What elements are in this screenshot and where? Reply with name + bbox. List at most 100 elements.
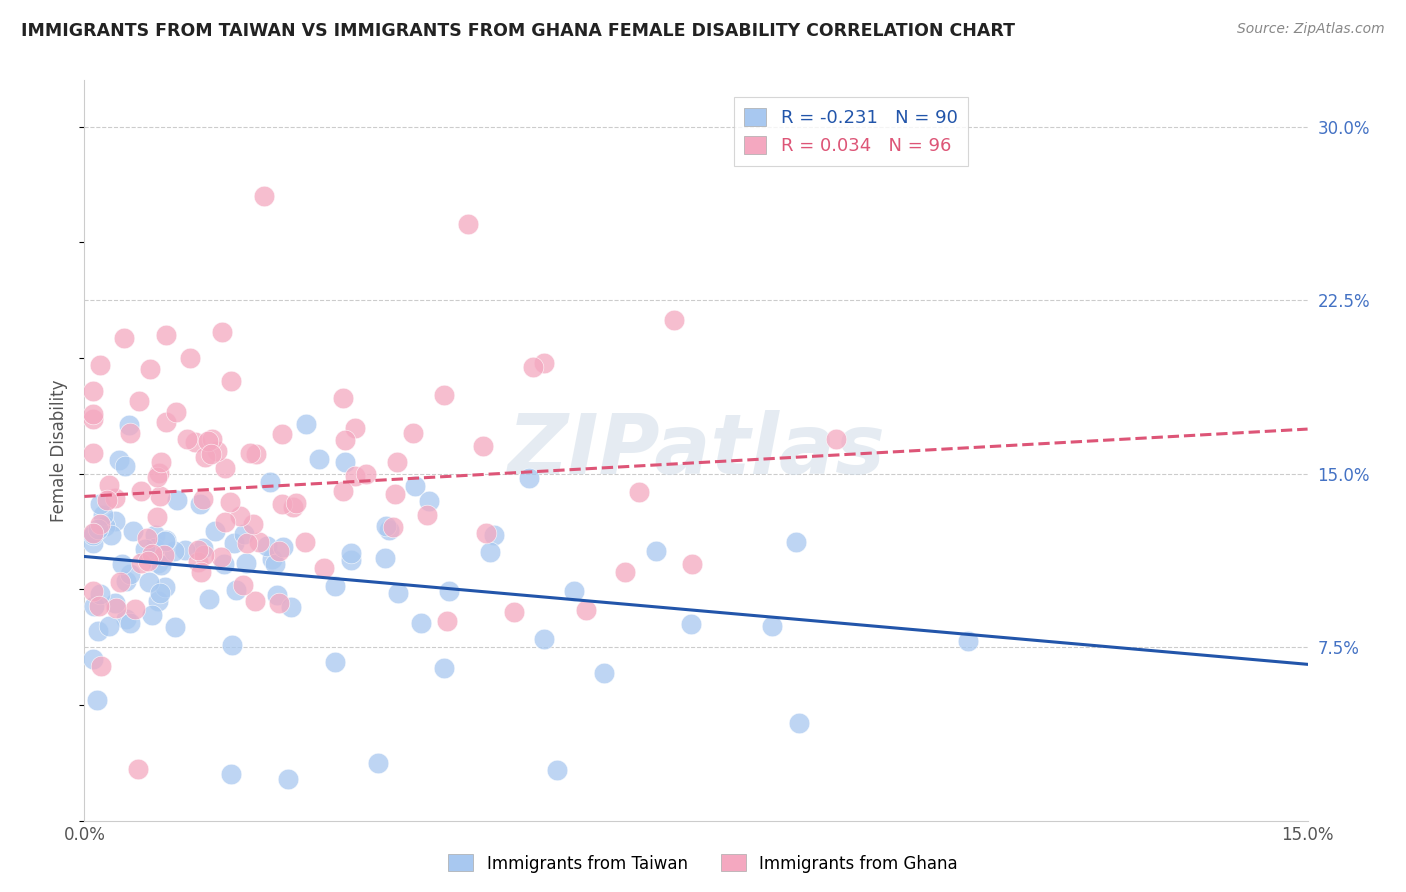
Point (114, 458, 136, 473)
Point (335, 455, 357, 469)
Point (253, 189, 276, 203)
Point (111, 558, 134, 572)
Point (433, 387, 456, 401)
Point (222, 536, 245, 550)
Point (219, 767, 242, 781)
Point (211, 325, 233, 339)
Point (86, 693, 108, 707)
Point (82, 384, 104, 399)
Point (225, 582, 247, 597)
Point (100, 528, 122, 542)
Point (273, 541, 295, 555)
Point (179, 351, 201, 365)
Point (188, 498, 211, 512)
Point (176, 432, 198, 446)
Point (87, 522, 110, 536)
Point (155, 533, 177, 548)
Point (235, 557, 257, 571)
Point (149, 558, 172, 573)
Point (89, 358, 111, 372)
Point (118, 615, 141, 630)
Point (104, 491, 127, 506)
Point (475, 525, 498, 540)
Point (239, 446, 262, 460)
Point (662, 312, 685, 326)
Y-axis label: Female Disability: Female Disability (51, 379, 69, 522)
Point (82, 652, 104, 666)
Point (679, 616, 702, 631)
Point (134, 542, 156, 557)
Point (96, 492, 118, 507)
Point (191, 541, 214, 555)
Point (82, 584, 104, 599)
Point (411, 615, 433, 630)
Point (193, 549, 215, 563)
Point (115, 612, 138, 626)
Point (143, 541, 166, 555)
Point (335, 434, 357, 448)
Point (82, 536, 104, 550)
Legend: Immigrants from Taiwan, Immigrants from Ghana: Immigrants from Taiwan, Immigrants from … (441, 847, 965, 880)
Point (91, 508, 114, 523)
Point (437, 584, 460, 599)
Point (190, 565, 212, 579)
Point (332, 484, 354, 499)
Point (165, 404, 187, 418)
Point (232, 578, 254, 592)
Point (269, 543, 291, 558)
Point (148, 593, 170, 607)
Point (146, 509, 169, 524)
Point (187, 543, 209, 558)
Point (242, 516, 264, 531)
Point (562, 583, 585, 598)
Point (83, 526, 105, 541)
Point (138, 362, 160, 376)
Point (105, 601, 128, 615)
Point (118, 417, 141, 432)
Point (503, 606, 526, 620)
Point (627, 484, 650, 499)
Text: ZIPatlas: ZIPatlas (508, 410, 884, 491)
Point (124, 602, 146, 616)
Point (294, 535, 316, 549)
Point (339, 552, 361, 566)
Point (384, 487, 406, 501)
Point (277, 772, 299, 786)
Point (89, 497, 111, 511)
Point (283, 500, 305, 515)
Point (374, 551, 396, 566)
Point (98, 619, 121, 633)
Point (138, 575, 160, 590)
Point (149, 489, 172, 503)
Point (108, 453, 131, 467)
Point (247, 534, 270, 549)
Point (214, 515, 236, 529)
Point (153, 534, 176, 549)
Point (118, 567, 141, 582)
Point (187, 555, 209, 569)
Point (385, 455, 408, 469)
Point (457, 217, 479, 231)
Legend: R = -0.231   N = 90, R = 0.034   N = 96: R = -0.231 N = 90, R = 0.034 N = 96 (734, 96, 969, 166)
Point (266, 588, 288, 602)
Point (118, 425, 141, 440)
Point (325, 579, 347, 593)
Point (260, 551, 283, 566)
Point (245, 447, 267, 461)
Point (163, 620, 186, 634)
Point (229, 509, 252, 524)
Point (149, 586, 172, 600)
Point (367, 756, 389, 770)
Point (284, 496, 307, 510)
Point (136, 554, 159, 568)
Point (245, 593, 267, 607)
Point (197, 434, 219, 448)
Point (271, 426, 294, 441)
Point (128, 394, 150, 409)
Point (94, 519, 117, 533)
Point (205, 444, 228, 458)
Point (219, 495, 242, 509)
Point (613, 566, 636, 580)
Text: IMMIGRANTS FROM TAIWAN VS IMMIGRANTS FROM GHANA FEMALE DISABILITY CORRELATION CH: IMMIGRANTS FROM TAIWAN VS IMMIGRANTS FRO… (21, 22, 1015, 40)
Point (323, 655, 346, 669)
